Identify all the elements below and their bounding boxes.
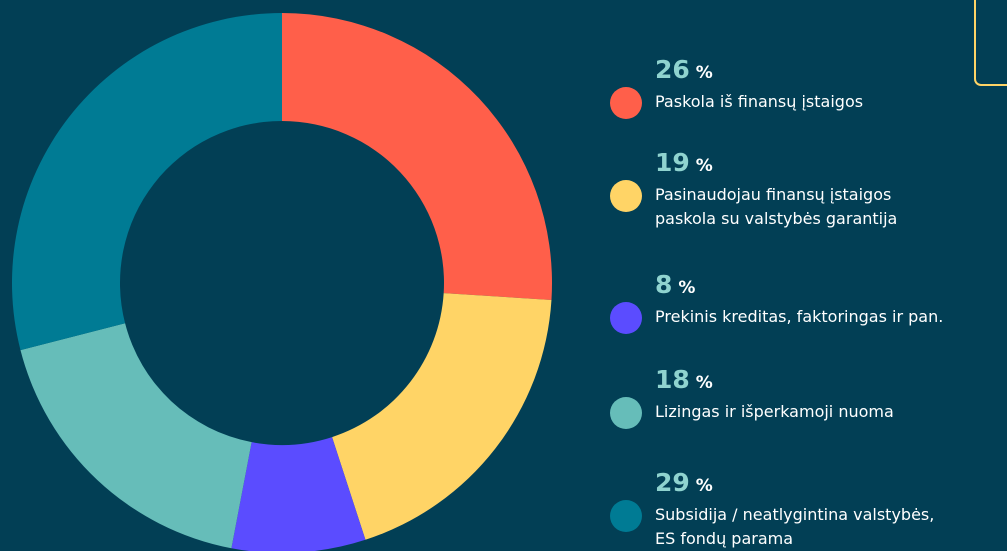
legend-item: 18 % Lizingas ir išperkamoji nuoma	[610, 365, 894, 429]
legend-label: Lizingas ir išperkamoji nuoma	[655, 402, 894, 421]
legend-label: Paskola iš finansų įstaigos	[655, 92, 864, 111]
legend-label: Prekinis kreditas, faktoringas ir pan.	[655, 307, 944, 326]
decor-box	[974, 0, 1007, 86]
legend-swatch	[610, 302, 642, 334]
legend-item: 8 % Prekinis kreditas, faktoringas ir pan…	[610, 270, 943, 334]
value-label: 26 %	[655, 55, 713, 84]
legend-item: 19 % Pasinaudojau finansų įstaigos paskol…	[610, 148, 897, 231]
donut-slice	[20, 323, 252, 549]
legend-swatch	[610, 500, 642, 532]
legend-label: Subsidija / neatlygintina valstybės, ES …	[655, 505, 935, 548]
legend-item: 26 % Paskola iš finansų įstaigos	[610, 55, 863, 119]
legend-item: 29 % Subsidija / neatlygintina valstybės,…	[610, 468, 934, 551]
donut-slice	[231, 437, 366, 551]
value-label: 18 %	[655, 365, 713, 394]
legend-label: Pasinaudojau finansų įstaigos paskola su…	[655, 185, 898, 228]
donut-slice	[282, 13, 552, 300]
legend-swatch	[610, 87, 642, 119]
legend-swatch	[610, 180, 642, 212]
donut-slice	[11, 13, 282, 351]
value-label: 29 %	[655, 468, 713, 497]
value-label: 19 %	[655, 148, 713, 177]
donut-slice	[332, 293, 552, 540]
value-label: 8 %	[655, 270, 696, 299]
legend-swatch	[610, 397, 642, 429]
